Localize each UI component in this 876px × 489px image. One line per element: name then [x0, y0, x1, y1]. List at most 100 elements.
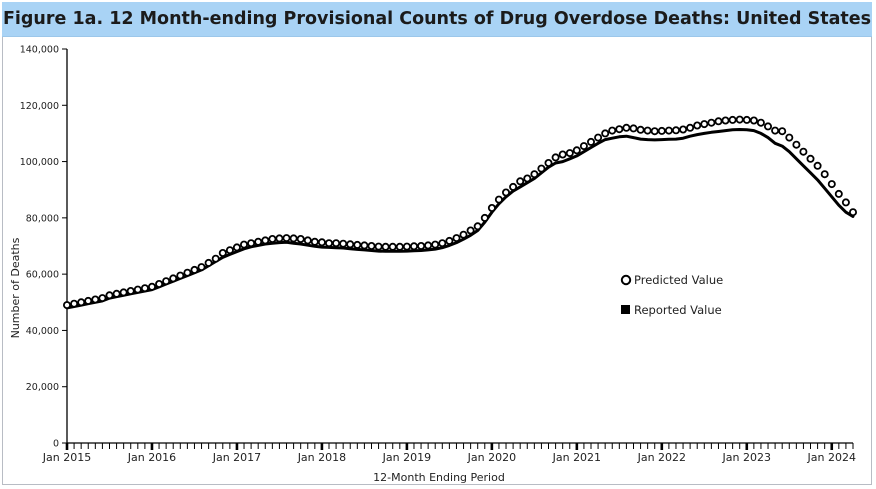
- x-tick-label: Jan 2016: [127, 451, 176, 464]
- predicted-value-point: [77, 298, 86, 307]
- predicted-value-point: [494, 195, 503, 204]
- x-tick-label: Jan 2023: [722, 451, 771, 464]
- y-axis-label: Number of Deaths: [9, 237, 22, 338]
- x-axis: Jan 2015 Jan 2016 Jan 2017 Jan 2018 Jan 2019…: [42, 442, 856, 464]
- predicted-value-point: [296, 234, 305, 243]
- chart-title: Figure 1a. 12 Month-ending Provisional C…: [2, 9, 872, 29]
- predicted-value-point: [480, 213, 489, 222]
- predicted-value-point: [643, 126, 652, 135]
- predicted-value-point: [388, 242, 397, 251]
- predicted-value-point: [509, 182, 518, 191]
- predicted-value-point: [516, 177, 525, 186]
- predicted-value-point: [544, 158, 553, 167]
- predicted-value-point: [615, 125, 624, 134]
- predicted-value-point: [367, 241, 376, 250]
- predicted-value-point: [317, 238, 326, 247]
- predicted-value-point: [742, 115, 751, 124]
- predicted-value-point: [827, 180, 836, 189]
- predicted-value-point: [587, 137, 596, 146]
- predicted-value-point: [650, 127, 659, 136]
- y-tick-label: 40,000: [26, 326, 59, 337]
- predicted-value-point: [565, 149, 574, 158]
- predicted-value-point: [693, 121, 702, 130]
- predicted-value-point: [289, 234, 298, 243]
- predicted-value-point: [608, 126, 617, 135]
- y-tick-label: 140,000: [20, 45, 59, 56]
- legend-reported-label: Reported Value: [634, 303, 722, 317]
- predicted-value-point: [771, 126, 780, 135]
- predicted-value-point: [785, 133, 794, 142]
- predicted-value-point: [70, 299, 79, 308]
- predicted-value-point: [112, 289, 121, 298]
- predicted-value-point: [303, 236, 312, 245]
- predicted-value-point: [707, 118, 716, 127]
- predicted-value-point: [849, 208, 858, 217]
- predicted-value-point: [721, 116, 730, 125]
- predicted-value-point: [140, 284, 149, 293]
- y-axis: 0 20,000 40,000 60,000 80,000 100,000 120,000 1…: [20, 45, 68, 450]
- legend-predicted-label: Predicted Value: [634, 273, 723, 287]
- predicted-value-point: [310, 237, 319, 246]
- predicted-value-point: [261, 236, 270, 245]
- predicted-value-point: [523, 174, 532, 183]
- predicted-value-point: [778, 127, 787, 136]
- predicted-value-point: [459, 230, 468, 239]
- predicted-value-point: [622, 123, 631, 132]
- predicted-value-point: [820, 170, 829, 179]
- predicted-value-point: [324, 239, 333, 248]
- predicted-value-point: [679, 125, 688, 134]
- predicted-value-point: [438, 239, 447, 248]
- predicted-value-point: [799, 147, 808, 156]
- predicted-value-point: [735, 115, 744, 124]
- predicted-value-point: [686, 123, 695, 132]
- predicted-value-point: [806, 154, 815, 163]
- predicted-value-point: [339, 239, 348, 248]
- predicted-value-point: [672, 126, 681, 135]
- predicted-value-point: [629, 124, 638, 133]
- predicted-value-point: [664, 126, 673, 135]
- predicted-value-point: [155, 279, 164, 288]
- predicted-value-point: [601, 129, 610, 138]
- predicted-value-point: [275, 234, 284, 243]
- predicted-value-point: [813, 161, 822, 170]
- predicted-value-point: [147, 282, 156, 291]
- predicted-value-point: [332, 239, 341, 248]
- predicted-value-point: [501, 188, 510, 197]
- predicted-value-point: [466, 226, 475, 235]
- predicted-value-point: [445, 236, 454, 245]
- x-tick-label: Jan 2021: [552, 451, 601, 464]
- predicted-value-point: [218, 248, 227, 257]
- x-tick-label: Jan 2015: [42, 451, 91, 464]
- predicted-value-point: [530, 170, 539, 179]
- title-bar: Figure 1a. 12 Month-ending Provisional C…: [2, 2, 872, 37]
- predicted-value-point: [537, 164, 546, 173]
- predicted-value-point: [211, 254, 220, 263]
- predicted-value-point: [204, 258, 213, 267]
- predicted-value-point: [749, 116, 758, 125]
- y-tick-label: 60,000: [26, 270, 59, 281]
- y-tick-label: 100,000: [20, 157, 59, 168]
- predicted-value-point: [431, 240, 440, 249]
- predicted-value-point: [91, 295, 100, 304]
- predicted-value-point: [247, 239, 256, 248]
- predicted-value-point: [133, 285, 142, 294]
- predicted-value-point: [452, 234, 461, 243]
- predicted-value-point: [402, 242, 411, 251]
- predicted-value-point: [636, 125, 645, 134]
- reported-value-line: [65, 128, 855, 310]
- predicted-value-point: [700, 120, 709, 129]
- predicted-value-point: [594, 133, 603, 142]
- predicted-value-point: [834, 189, 843, 198]
- predicted-value-point: [225, 246, 234, 255]
- predicted-value-point: [551, 153, 560, 162]
- predicted-value-point: [714, 117, 723, 126]
- y-tick-label: 120,000: [20, 101, 59, 112]
- predicted-value-point: [579, 142, 588, 151]
- predicted-value-point: [756, 118, 765, 127]
- series-predicted: [63, 115, 858, 310]
- predicted-value-point: [98, 294, 107, 303]
- predicted-value-point: [169, 274, 178, 283]
- predicted-value-point: [558, 150, 567, 159]
- legend: Predicted Value Reported Value: [620, 273, 723, 317]
- predicted-value-point: [254, 237, 263, 246]
